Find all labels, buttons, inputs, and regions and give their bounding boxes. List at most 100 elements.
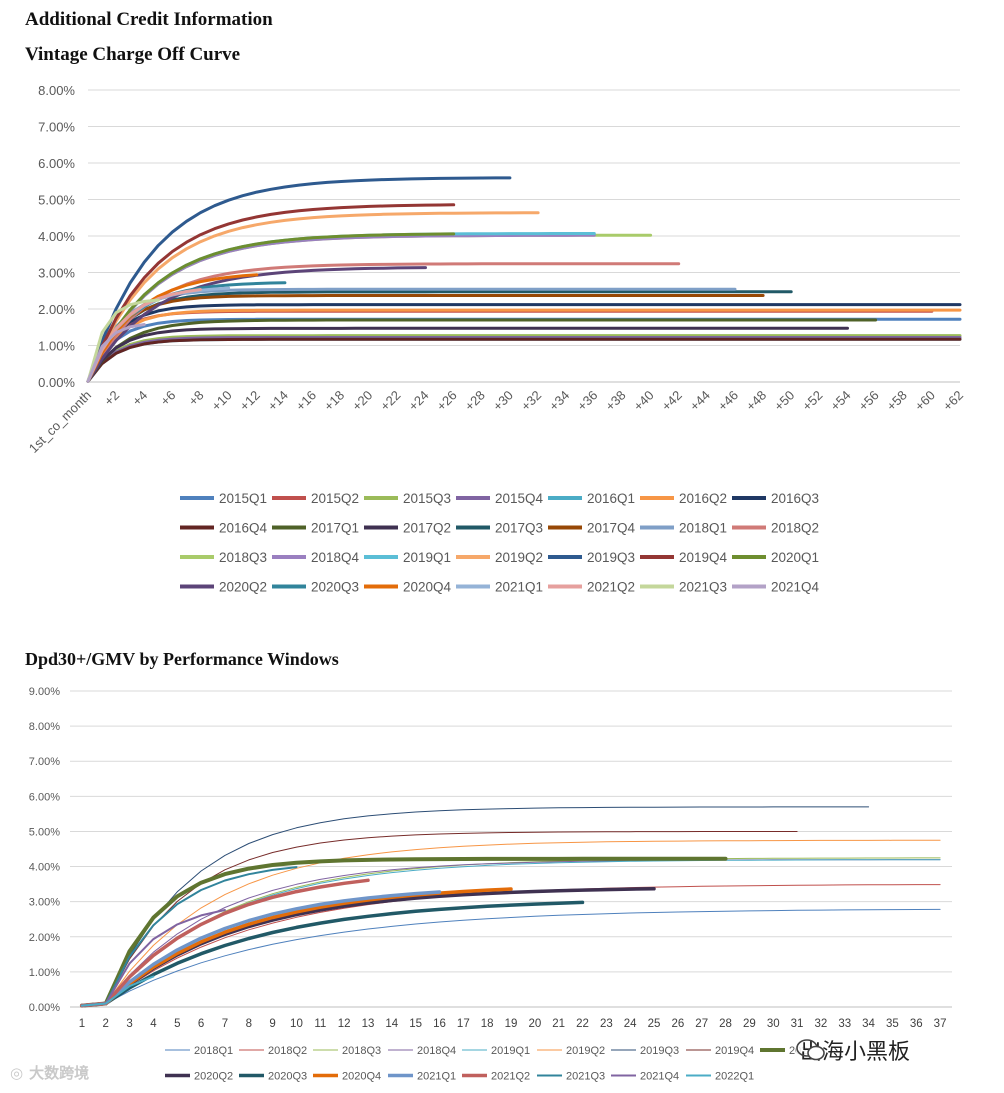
x-tick-label: 37 — [934, 1018, 947, 1030]
chart2-title: Dpd30+/GMV by Performance Windows — [25, 649, 339, 669]
x-tick-label: 1st_co_month — [26, 388, 94, 456]
legend-label-2021Q2: 2021Q2 — [491, 1071, 530, 1083]
legend-label-2016Q4: 2016Q4 — [219, 521, 268, 536]
series-line-2017Q2 — [86, 326, 849, 383]
x-tick-label: 30 — [767, 1018, 780, 1030]
x-tick-label: 4 — [150, 1018, 157, 1030]
y-tick-label: 8.00% — [38, 83, 75, 98]
legend-label-2020Q2: 2020Q2 — [219, 580, 267, 595]
series-line-2020Q1 — [79, 856, 728, 1008]
watermark-left-text: 大数跨境 — [29, 1065, 90, 1082]
x-tick-label: 31 — [791, 1018, 804, 1030]
series-line-2019Q1 — [86, 232, 596, 383]
x-tick-label: +24 — [405, 388, 431, 414]
x-tick-label: +48 — [743, 388, 769, 414]
x-tick-label: 15 — [409, 1018, 422, 1030]
x-tick-label: 22 — [576, 1018, 589, 1030]
legend-label-2015Q3: 2015Q3 — [403, 491, 451, 506]
series-line-2020Q1 — [86, 232, 456, 383]
legend-label-2019Q1: 2019Q1 — [403, 550, 451, 565]
x-tick-label: 26 — [671, 1018, 684, 1030]
legend-label-2021Q2: 2021Q2 — [587, 580, 635, 595]
x-tick-label: 1 — [79, 1018, 85, 1030]
x-tick-label: 5 — [174, 1018, 180, 1030]
series-line-2021Q4 — [86, 323, 146, 383]
x-tick-label: 6 — [198, 1018, 204, 1030]
x-tick-label: 25 — [648, 1018, 661, 1030]
y-tick-label: 7.00% — [38, 120, 75, 135]
legend-label-2021Q1: 2021Q1 — [417, 1071, 456, 1083]
x-tick-label: +60 — [912, 388, 938, 414]
series-line-2021Q2 — [80, 878, 370, 1008]
y-tick-label: 0.00% — [29, 1002, 60, 1014]
x-tick-label: 36 — [910, 1018, 923, 1030]
series-line-2019Q3 — [81, 806, 870, 1007]
series-line-2016Q2 — [86, 308, 962, 383]
series-line-2019Q2 — [81, 839, 941, 1007]
x-tick-label: +14 — [265, 388, 291, 414]
series-line-2017Q4 — [86, 294, 765, 383]
y-tick-label: 8.00% — [29, 721, 60, 733]
x-tick-label: 21 — [552, 1018, 565, 1030]
x-tick-label: +54 — [827, 388, 853, 414]
legend-label-2019Q2: 2019Q2 — [495, 550, 543, 565]
x-tick-label: +56 — [856, 388, 882, 414]
x-tick-label: 33 — [838, 1018, 851, 1030]
legend-label-2018Q1: 2018Q1 — [679, 521, 727, 536]
series-line-2018Q1 — [81, 908, 941, 1007]
series-line-2015Q4 — [86, 336, 962, 383]
vintage-charge-off-chart: 0.00% 1.00% 2.00% 3.00% 4.00% 5.00% 6.00% 7.00%… — [26, 83, 966, 595]
x-tick-label: +36 — [574, 388, 600, 414]
y-tick-label: 2.00% — [38, 302, 75, 317]
x-tick-label: +8 — [186, 388, 207, 409]
watermark-left-icon: ◎ — [10, 1064, 24, 1082]
legend-label-2021Q4: 2021Q4 — [771, 580, 820, 595]
x-tick-label: +20 — [349, 388, 375, 414]
y-tick-label: 1.00% — [29, 967, 60, 979]
x-tick-label: 28 — [719, 1018, 732, 1030]
legend-label-2020Q4: 2020Q4 — [342, 1071, 381, 1083]
series-line-2017Q3 — [86, 290, 793, 383]
x-tick-label: +2 — [101, 388, 122, 409]
x-tick-label: 18 — [481, 1018, 494, 1030]
x-tick-label: +18 — [321, 388, 347, 414]
x-tick-label: +44 — [687, 388, 713, 414]
y-tick-label: 0.00% — [38, 375, 75, 390]
legend-label-2018Q2: 2018Q2 — [771, 521, 819, 536]
y-tick-label: 2.00% — [29, 932, 60, 944]
legend-label-2019Q2: 2019Q2 — [566, 1045, 605, 1057]
legend-label-2016Q2: 2016Q2 — [679, 491, 727, 506]
x-tick-label: 14 — [385, 1018, 398, 1030]
legend-label-2019Q3: 2019Q3 — [587, 550, 635, 565]
x-tick-label: +22 — [377, 388, 403, 414]
y-tick-label: 4.00% — [29, 862, 60, 874]
legend-label-2019Q4: 2019Q4 — [715, 1045, 754, 1057]
x-tick-label: +10 — [209, 388, 235, 414]
x-tick-label: +62 — [940, 388, 966, 414]
x-tick-label: +32 — [518, 388, 544, 414]
watermark-right: 出海小黑板 — [796, 1034, 915, 1066]
x-tick-label: 7 — [222, 1018, 228, 1030]
y-tick-label: 3.00% — [29, 897, 60, 909]
series-line-2017Q1 — [86, 318, 878, 383]
legend-label-2022Q1: 2022Q1 — [715, 1071, 754, 1083]
series-line-2019Q2 — [86, 211, 540, 383]
x-tick-label: 13 — [362, 1018, 375, 1030]
y-tick-label: 5.00% — [29, 826, 60, 838]
legend-label-2020Q2: 2020Q2 — [194, 1071, 233, 1083]
y-tick-label: 7.00% — [29, 756, 60, 768]
x-tick-label: 29 — [743, 1018, 756, 1030]
legend-label-2020Q3: 2020Q3 — [268, 1071, 307, 1083]
x-tick-label: +30 — [490, 388, 516, 414]
x-tick-label: 35 — [886, 1018, 899, 1030]
page-title: Additional Credit Information — [25, 9, 273, 30]
legend-label-2018Q1: 2018Q1 — [194, 1045, 233, 1057]
legend-label-2018Q4: 2018Q4 — [417, 1045, 456, 1057]
series-line-2022Q1 — [80, 975, 155, 1007]
legend-label-2017Q4: 2017Q4 — [587, 521, 636, 536]
x-tick-label: 27 — [695, 1018, 708, 1030]
legend-label-2018Q4: 2018Q4 — [311, 550, 360, 565]
legend-label-2017Q2: 2017Q2 — [403, 521, 451, 536]
x-tick-label: 32 — [814, 1018, 827, 1030]
x-tick-label: +26 — [434, 388, 460, 414]
